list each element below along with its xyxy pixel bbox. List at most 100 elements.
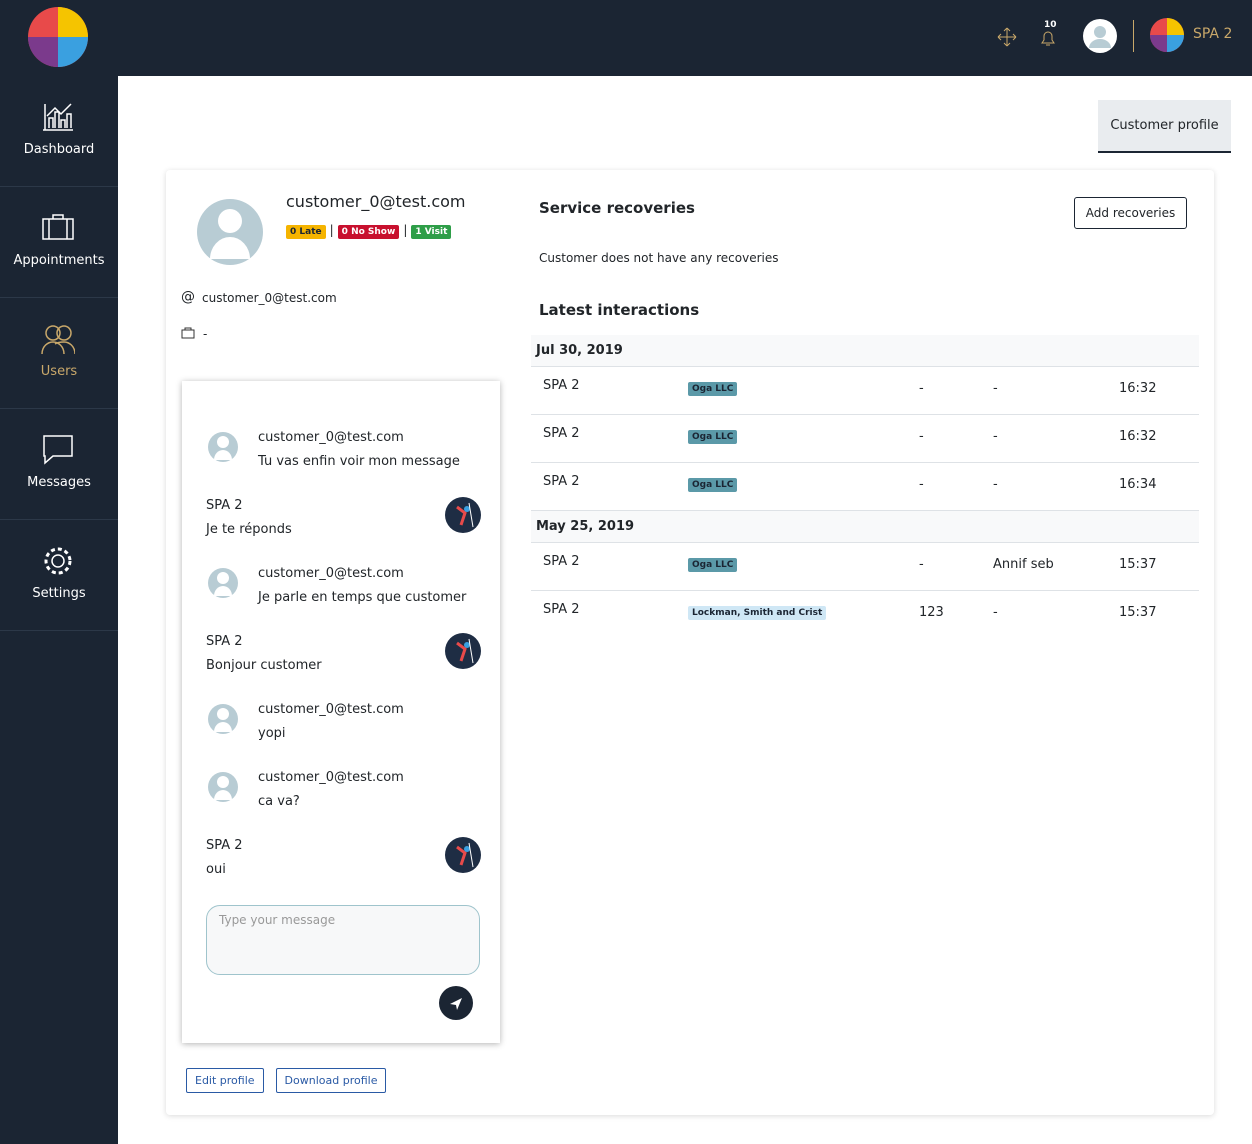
separator: | — [403, 223, 408, 237]
time: 16:34 — [1119, 477, 1157, 492]
location: SPA 2 — [543, 554, 580, 569]
message-avatar-svg — [208, 432, 238, 462]
message-author: SPA 2 — [206, 498, 243, 513]
company-tag: Oga LLC — [688, 478, 738, 492]
profile-avatar — [197, 199, 263, 265]
bell-icon[interactable] — [1038, 28, 1058, 48]
location: SPA 2 — [543, 602, 580, 617]
company-tag: Oga LLC — [688, 558, 738, 572]
staff: - — [993, 477, 998, 492]
message-text: Bonjour customer — [206, 658, 322, 673]
message-text: yopi — [258, 726, 286, 741]
user-avatar[interactable] — [1082, 18, 1118, 54]
company-tag: Oga LLC — [688, 430, 738, 444]
message-avatar — [208, 704, 238, 738]
email-icon: @ — [181, 289, 195, 305]
nav-label: Users — [40, 364, 78, 379]
badge: 0 No Show — [337, 225, 400, 239]
move-icon[interactable] — [996, 26, 1018, 48]
time: 15:37 — [1119, 557, 1157, 572]
profile-email: customer_0@test.com — [286, 192, 466, 211]
reference: - — [919, 429, 924, 444]
nav-item[interactable]: Messages — [0, 409, 118, 520]
staff: - — [993, 381, 998, 396]
nav-icon-svg — [41, 325, 76, 355]
message-text: Je parle en temps que customer — [258, 590, 467, 605]
message-author: customer_0@test.com — [258, 770, 404, 785]
message-text: oui — [206, 862, 226, 877]
message-avatar — [445, 633, 481, 673]
nav-item[interactable]: Appointments — [0, 187, 118, 298]
action-button[interactable]: Edit profile — [186, 1068, 264, 1093]
nav-icon — [41, 544, 75, 582]
nav-item[interactable]: Settings — [0, 520, 118, 631]
message-placeholder: Type your message — [219, 913, 336, 927]
phone-icon — [181, 327, 195, 339]
message-author: customer_0@test.com — [258, 566, 404, 581]
interaction-row: SPA 2 Lockman, Smith and Crist 123 - 15:37 — [531, 591, 1199, 638]
recoveries-empty: Customer does not have any recoveries — [539, 251, 779, 265]
date-row: May 25, 2019 — [531, 511, 1199, 543]
time: 15:37 — [1119, 605, 1157, 620]
actions: Edit profile Download profile — [186, 1068, 387, 1093]
reference: 123 — [919, 605, 944, 620]
interactions-title: Latest interactions — [539, 301, 700, 319]
notification-count: 10 — [1044, 20, 1057, 30]
message-text: Je te réponds — [206, 522, 292, 537]
message-input[interactable] — [206, 905, 480, 975]
message-avatar — [208, 568, 238, 602]
action-button[interactable]: Download profile — [275, 1068, 387, 1093]
staff: - — [993, 605, 998, 620]
phone: - — [203, 327, 208, 341]
add-recoveries-button[interactable]: Add recoveries — [1074, 197, 1187, 229]
nav-icon-svg — [43, 435, 73, 465]
message-author: customer_0@test.com — [258, 430, 404, 445]
nav-icon — [41, 211, 75, 249]
spa-logo[interactable] — [1149, 17, 1185, 53]
interaction-row: SPA 2 Oga LLC - - 16:32 — [531, 415, 1199, 463]
interaction-row: SPA 2 Oga LLC - Annif seb 15:37 — [531, 543, 1199, 591]
tab[interactable]: Customer profile — [1098, 100, 1231, 153]
message-avatar — [445, 837, 481, 877]
nav-label: Settings — [32, 586, 86, 601]
message-avatar-svg — [208, 704, 238, 734]
reference: - — [919, 477, 924, 492]
recoveries-title: Service recoveries — [539, 199, 695, 217]
message-avatar — [208, 432, 238, 466]
message-author: SPA 2 — [206, 634, 243, 649]
badges: 0 Late | 0 No Show | 1 Visit — [286, 223, 452, 239]
top-bar: 10 SPA 2 — [0, 0, 1252, 76]
nav-icon-svg — [42, 214, 74, 240]
message-avatar-svg — [208, 772, 238, 802]
location: SPA 2 — [543, 426, 580, 441]
send-button[interactable] — [439, 986, 473, 1020]
message-author: SPA 2 — [206, 838, 243, 853]
nav-icon-svg — [44, 547, 72, 575]
separator: | — [329, 223, 334, 237]
message-text: Tu vas enfin voir mon message — [258, 454, 460, 469]
reference: - — [919, 381, 924, 396]
badge: 1 Visit — [411, 225, 452, 239]
staff: - — [993, 429, 998, 444]
interactions-table: Jul 30, 2019 SPA 2 Oga LLC - - 16:32 SPA 2 Oga … — [531, 335, 1199, 638]
nav-icon — [41, 433, 75, 471]
date-row: Jul 30, 2019 — [531, 335, 1199, 367]
company-tag: Oga LLC — [688, 382, 738, 396]
nav-label: Messages — [27, 475, 91, 490]
message-text: ca va? — [258, 794, 300, 809]
user-name[interactable]: SPA 2 — [1193, 26, 1233, 42]
message-avatar-svg — [208, 568, 238, 598]
date: Jul 30, 2019 — [536, 343, 623, 358]
nav-label: Dashboard — [23, 142, 95, 157]
staff: Annif seb — [993, 557, 1054, 572]
location: SPA 2 — [543, 474, 580, 489]
reference: - — [919, 557, 924, 572]
message-avatar-svg — [445, 497, 481, 533]
contact-email: customer_0@test.com — [202, 291, 337, 305]
time: 16:32 — [1119, 381, 1157, 396]
nav-item[interactable]: Dashboard — [0, 76, 118, 187]
nav-icon — [41, 322, 76, 360]
nav-icon-svg — [43, 103, 73, 131]
nav-item[interactable]: Users — [0, 298, 118, 409]
badge: 0 Late — [286, 225, 326, 239]
